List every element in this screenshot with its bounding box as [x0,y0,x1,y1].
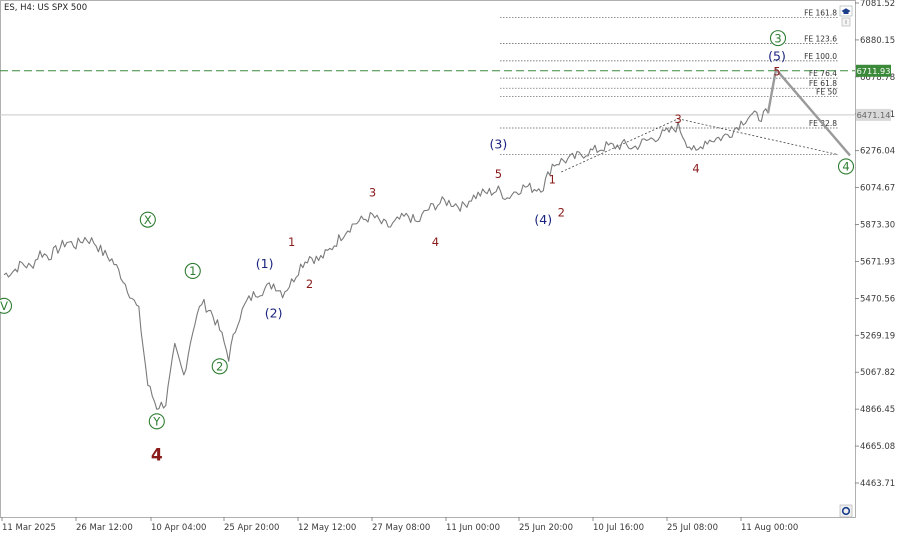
x-tick-label: 27 May 08:00 [372,523,430,533]
wave-circle [211,358,228,375]
green-level-tag-text: 6711.93 [857,66,891,76]
wave-label: 4 [432,235,439,249]
wave-circle [148,413,165,430]
level-lines [0,70,855,116]
x-tick-label: 11 Mar 2025 [2,523,56,533]
wave-label: 3 [674,112,681,126]
x-axis: 11 Mar 2025 26 Mar 12:00 10 Apr 04:00 25 Ap… [1,517,798,533]
wave-label: 5 [495,167,502,181]
price-tags: 6711.93 6471.14 [856,64,891,121]
x-tick-label: 12 May 12:00 [298,523,356,533]
trend-lines [561,118,839,173]
wave-label: (5) [768,49,786,64]
y-tick-label: 4463.71 [860,479,895,489]
wave-label: V [0,299,8,313]
fe-level-label: FE 76.4 [809,69,837,78]
y-tick-label: 6678.78 [860,73,895,83]
y-tick-label: 5269.19 [860,331,895,341]
wave-label: 4 [842,160,849,174]
fe-levels [500,17,838,155]
x-tick-label: 25 Jul 08:00 [667,523,718,533]
y-tick-label: 4866.45 [860,405,895,415]
wave-label: (3) [489,137,507,152]
wave-circle [0,297,13,314]
x-tick-label: 11 Aug 00:00 [741,523,798,533]
y-tick-label: 6276.04 [860,147,895,157]
y-tick-label: 6880.15 [860,36,895,46]
symbol-title: ES, H4: US SPX 500 [4,3,87,13]
wave-label: 1 [549,173,556,187]
wave-label: 2 [306,277,313,291]
wave-label: 1 [189,264,196,278]
fe-level-label: FE 123.6 [804,35,837,44]
x-tick-label: 25 Jun 20:00 [519,523,573,533]
wave-label: 1 [288,235,295,249]
wave-label: 3 [369,185,376,199]
wave-label: (1) [256,256,274,271]
wave-label: 2 [558,206,565,220]
hat-icon[interactable] [839,5,853,27]
x-tick-label: 10 Jul 16:00 [593,523,644,533]
x-tick-label: 11 Jun 00:00 [446,523,500,533]
x-tick-label: 26 Mar 12:00 [76,523,133,533]
y-tick-label: 5873.30 [860,221,895,231]
projection-line [766,68,851,157]
current-price-tag-text: 6471.14 [857,110,891,120]
y-tick-label: 5671.93 [860,257,895,267]
wave-label: 5 [773,64,780,78]
wave-label: X [144,213,152,227]
projection [766,68,851,157]
fe-level-label: FE 100.0 [804,52,837,61]
wave-circle [837,158,855,175]
wave-label: 4 [692,162,699,176]
wave-label: (4) [534,212,552,227]
x-tick-label: 25 Apr 20:00 [224,523,279,533]
trend-line [678,118,839,155]
wave-label: 3 [774,31,781,45]
wave-label: Y [152,415,161,429]
y-tick-label: 4665.08 [860,442,895,452]
y-axis: 7081.526880.156678.786477.416276.046074.… [855,0,895,489]
fe-level-label: FE 50 [816,87,837,96]
y-tick-label: 6074.67 [860,184,895,194]
wave-circle [769,30,787,47]
wave-label: 2 [216,360,223,374]
y-tick-label: 5067.82 [860,368,895,378]
wave-label: 4 [151,445,163,465]
wave-circle [184,262,201,280]
circle-icon[interactable] [839,504,853,518]
wave-label: (2) [265,305,283,320]
fe-level-label: FE 161.8 [804,9,837,18]
trend-line [561,118,679,173]
green-level-tag [856,64,891,77]
x-tick-label: 10 Apr 04:00 [151,523,206,533]
fe-level-label: FE 61.8 [809,79,837,88]
y-tick-label: 5470.56 [860,294,895,304]
wave-circle [139,211,156,228]
price-series [3,108,769,410]
current-price-tag [856,108,891,121]
price-line [3,108,769,410]
y-tick-label: 7081.52 [860,0,895,9]
